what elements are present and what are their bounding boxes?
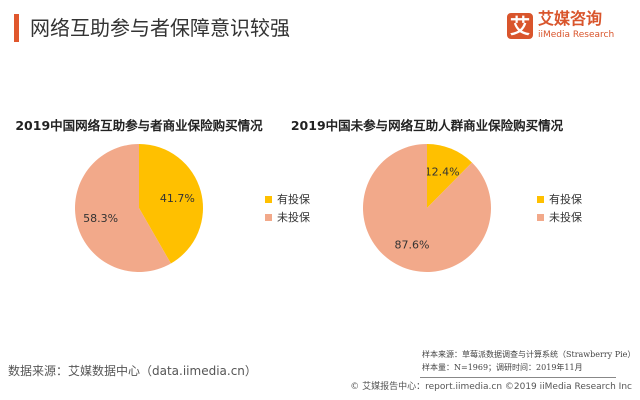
chart-title-2: 2019中国未参与网络互助人群商业保险购买情况 [290,118,564,133]
slice-label: 87.6% [394,239,429,252]
legend-item-uninsured-2: 未投保 [537,211,582,224]
data-source: 数据来源：艾媒数据中心（data.iimedia.cn） [8,364,257,378]
logo-cn: 艾媒咨询 [538,9,603,28]
sample-source: 样本来源：草莓派数据调查与计算系统（Strawberry Pie） [422,350,636,359]
title-accent-bar [14,14,19,42]
pie-slice [362,144,491,272]
pie-slice [427,144,472,208]
chart-title-1: 2019中国网络互助参与者商业保险购买情况 [15,118,263,133]
legend-item-uninsured-1: 未投保 [265,211,310,224]
logo-en: iiMedia Research [538,30,615,40]
legend-swatch [265,214,272,221]
logo-icon: 艾 [507,13,533,39]
pie-slice [139,144,204,264]
legend-label: 未投保 [277,211,310,224]
legend-label: 未投保 [549,211,582,224]
sample-size: 样本量：N=1969；调研时间：2019年11月 [422,363,583,372]
legend-swatch [265,196,272,203]
slice-label: 58.3% [83,212,118,225]
legend-item-insured-1: 有投保 [265,193,310,206]
legend-swatch [537,196,544,203]
page-title: 网络互助参与者保障意识较强 [30,16,290,40]
slice-label: 12.4% [425,165,460,178]
pie-slice [75,144,171,272]
legend-label: 有投保 [549,193,582,206]
legend-label: 有投保 [277,193,310,206]
legend-item-insured-2: 有投保 [537,193,582,206]
copyright: © 艾媒报告中心：report.iimedia.cn ©2019 iiMedia… [350,382,632,392]
legend-swatch [537,214,544,221]
slice-label: 41.7% [160,192,195,205]
divider [420,377,616,378]
